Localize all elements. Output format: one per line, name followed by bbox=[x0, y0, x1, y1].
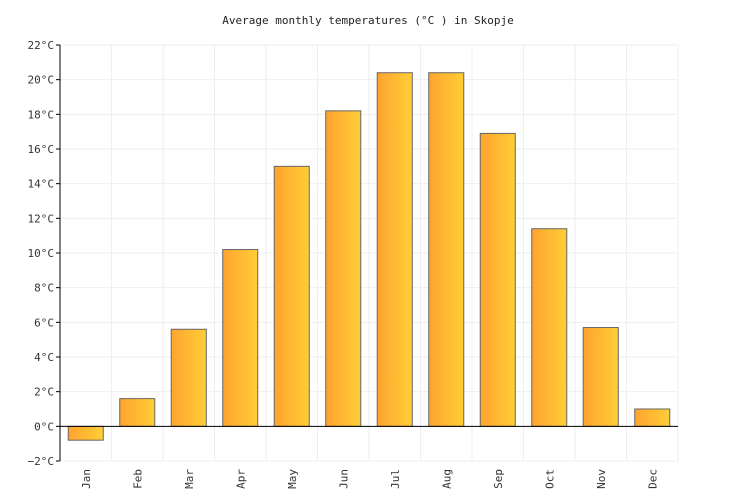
x-tick-label: Jun bbox=[337, 469, 350, 489]
y-tick-label: 4°C bbox=[34, 351, 54, 364]
y-tick-label: 10°C bbox=[28, 247, 55, 260]
bars-layer bbox=[67, 72, 671, 441]
x-tick-label: Sep bbox=[492, 469, 505, 489]
y-tick-label: 20°C bbox=[28, 74, 55, 87]
grid-layer bbox=[59, 44, 679, 462]
bar-jan bbox=[67, 425, 104, 441]
axis-layer bbox=[56, 44, 678, 462]
bar-nov bbox=[582, 327, 619, 427]
bar-jun bbox=[325, 110, 362, 427]
labels-layer: −2°C 0°C 2°C 4°C 6°C 8°C 10°C 12°C 14°C 16°C 18°C 2… bbox=[28, 39, 660, 489]
bar-may bbox=[273, 165, 310, 427]
x-tick-label: May bbox=[286, 469, 299, 489]
bar-aug bbox=[428, 72, 465, 427]
y-tick-label: 18°C bbox=[28, 108, 55, 121]
x-tick-label: Mar bbox=[183, 469, 196, 489]
y-tick-label: 6°C bbox=[34, 316, 54, 329]
bar-apr bbox=[222, 249, 259, 427]
bar-jul bbox=[376, 72, 413, 427]
y-tick-label: 14°C bbox=[28, 178, 55, 191]
bar-feb bbox=[119, 398, 156, 427]
x-tick-label: Nov bbox=[595, 469, 608, 489]
x-tick-label: Apr bbox=[234, 469, 247, 489]
bar-sep bbox=[479, 132, 516, 427]
x-tick-label: Aug bbox=[440, 469, 453, 489]
x-tick-label: Jul bbox=[389, 469, 402, 489]
bar-mar bbox=[170, 328, 207, 427]
bar-oct bbox=[531, 228, 568, 427]
y-tick-label: −2°C bbox=[28, 455, 55, 468]
x-tick-label: Oct bbox=[543, 469, 556, 489]
bar-dec bbox=[634, 408, 671, 427]
x-tick-label: Feb bbox=[131, 469, 144, 489]
chart-title: Average monthly temperatures (°C ) in Sk… bbox=[222, 14, 514, 27]
y-tick-label: 12°C bbox=[28, 212, 55, 225]
y-tick-label: 8°C bbox=[34, 282, 54, 295]
x-tick-label: Jan bbox=[80, 469, 93, 489]
x-tick-label: Dec bbox=[646, 469, 659, 489]
y-tick-label: 0°C bbox=[34, 420, 54, 433]
y-tick-label: 22°C bbox=[28, 39, 55, 52]
y-tick-label: 16°C bbox=[28, 143, 55, 156]
y-tick-label: 2°C bbox=[34, 386, 54, 399]
